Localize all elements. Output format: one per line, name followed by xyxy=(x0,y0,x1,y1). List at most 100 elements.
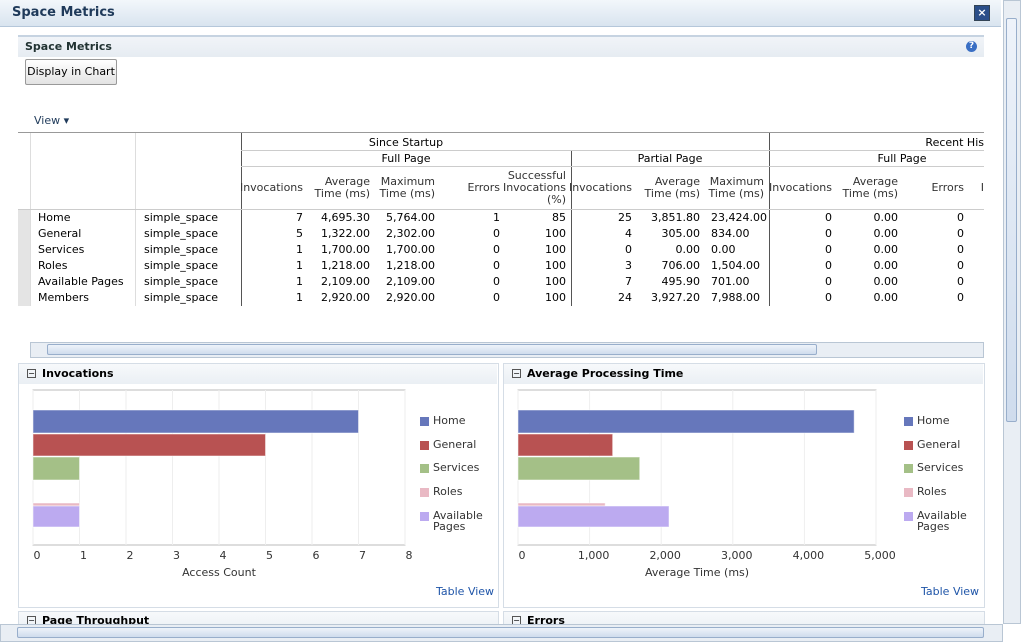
legend-swatch xyxy=(904,488,913,497)
cell-value: 100 xyxy=(545,259,566,272)
view-label: View xyxy=(34,114,61,127)
cell-value: 0 xyxy=(957,275,964,288)
cell-value: 0.00 xyxy=(873,275,899,288)
cell-value: 2,920.00 xyxy=(321,291,370,304)
cell-value: 7,988.00 xyxy=(711,291,760,304)
row-space: simple_space xyxy=(144,259,219,272)
cell-value: 0.00 xyxy=(873,259,899,272)
cell-value: 2,302.00 xyxy=(386,227,435,240)
row-space: simple_space xyxy=(144,275,219,288)
scroll-thumb[interactable] xyxy=(47,344,817,355)
cell-value: 1,218.00 xyxy=(321,259,370,272)
row-sep xyxy=(18,209,984,210)
col-sep xyxy=(769,133,770,306)
cell-value: 0.00 xyxy=(675,243,701,256)
view-menu[interactable]: View ▾ xyxy=(34,114,70,127)
panel-header xyxy=(18,37,984,57)
legend-label: Roles xyxy=(917,485,947,498)
cell-value: 0 xyxy=(493,243,500,256)
legend-label: General xyxy=(917,438,961,451)
cell-value: 0.00 xyxy=(711,243,736,256)
cell-value: 495.90 xyxy=(661,275,701,288)
legend-label: Home xyxy=(917,414,950,427)
legend-label: Services xyxy=(433,461,480,474)
cell-value: 0.00 xyxy=(873,243,899,256)
cell-value: 0 xyxy=(825,211,832,224)
cell-value: 0 xyxy=(825,291,832,304)
cell-value: 3 xyxy=(625,259,632,272)
section-title: Page Throughput xyxy=(42,614,150,627)
cell-value: 1 xyxy=(296,243,303,256)
cell-value: 0 xyxy=(957,259,964,272)
column-header: Errors xyxy=(467,181,500,194)
section-header xyxy=(504,364,983,384)
bar xyxy=(32,433,266,457)
cell-value: 3,851.80 xyxy=(651,211,700,224)
cell-value: 1 xyxy=(296,275,303,288)
row-sep xyxy=(241,150,984,151)
cell-value: 1,700.00 xyxy=(386,243,435,256)
col-sep xyxy=(571,150,572,306)
dialog-title: Space Metrics xyxy=(12,5,115,20)
col-sep xyxy=(30,133,31,306)
cell-value: 4 xyxy=(625,227,632,240)
column-header: Errors xyxy=(931,181,964,194)
x-tick-label: 4 xyxy=(220,549,227,562)
row-name: Home xyxy=(38,211,71,224)
group-header-text: Recent His xyxy=(925,136,984,149)
column-header: Invocations xyxy=(768,181,832,194)
scroll-thumb[interactable] xyxy=(1006,18,1017,422)
cell-value: 0 xyxy=(493,291,500,304)
x-tick-label: 7 xyxy=(359,549,366,562)
column-header: Maximum Time (ms) xyxy=(379,175,435,200)
cell-value: 706.00 xyxy=(661,259,701,272)
cell-value: 0.00 xyxy=(873,291,899,304)
column-header: Average Time (ms) xyxy=(842,175,898,200)
collapse-toggle[interactable]: − xyxy=(512,369,521,378)
cell-value: 834.00 xyxy=(711,227,750,240)
column-header: I xyxy=(980,181,984,194)
x-tick-label: 3,000 xyxy=(721,549,753,562)
bar xyxy=(517,505,670,528)
column-header: Invocations xyxy=(568,181,632,194)
x-tick-label: 1 xyxy=(80,549,87,562)
x-tick-label: 8 xyxy=(406,549,413,562)
x-axis-label: Average Time (ms) xyxy=(645,566,749,579)
col-sep xyxy=(241,133,242,306)
legend-label: Roles xyxy=(433,485,463,498)
cell-value: 1,504.00 xyxy=(711,259,760,272)
cell-value: 0 xyxy=(625,243,632,256)
collapse-toggle[interactable]: − xyxy=(27,369,36,378)
legend-swatch xyxy=(420,441,429,450)
cell-value: 0 xyxy=(825,243,832,256)
group-header: Since Startup xyxy=(368,136,444,149)
cell-value: 3,927.20 xyxy=(651,291,700,304)
column-header: Average Time (ms) xyxy=(644,175,700,200)
cell-value: 4,695.30 xyxy=(321,211,370,224)
close-button[interactable]: × xyxy=(974,5,990,21)
metrics-panel xyxy=(18,35,984,359)
section-title: Errors xyxy=(527,614,565,627)
row-name: General xyxy=(38,227,82,240)
cell-value: 25 xyxy=(618,211,632,224)
row-name: Available Pages xyxy=(38,275,124,288)
legend-label: Services xyxy=(917,461,964,474)
bar xyxy=(32,505,80,528)
table-view-link[interactable]: Table View xyxy=(921,585,980,598)
x-tick-label: 6 xyxy=(313,549,320,562)
table-view-link[interactable]: Table View xyxy=(436,585,495,598)
cell-value: 0 xyxy=(825,275,832,288)
cell-value: 100 xyxy=(545,227,566,240)
legend-swatch xyxy=(420,512,429,521)
legend-swatch xyxy=(904,512,913,521)
cell-value: 5 xyxy=(296,227,303,240)
cell-value: 0 xyxy=(825,227,832,240)
help-icon[interactable]: ? xyxy=(966,41,977,52)
cell-value: 0 xyxy=(493,259,500,272)
cell-value: 2,109.00 xyxy=(386,275,435,288)
display-chart-button[interactable]: Display in Chart xyxy=(25,59,117,85)
bar xyxy=(517,456,641,481)
bar xyxy=(517,409,855,434)
scroll-thumb[interactable] xyxy=(17,627,984,638)
